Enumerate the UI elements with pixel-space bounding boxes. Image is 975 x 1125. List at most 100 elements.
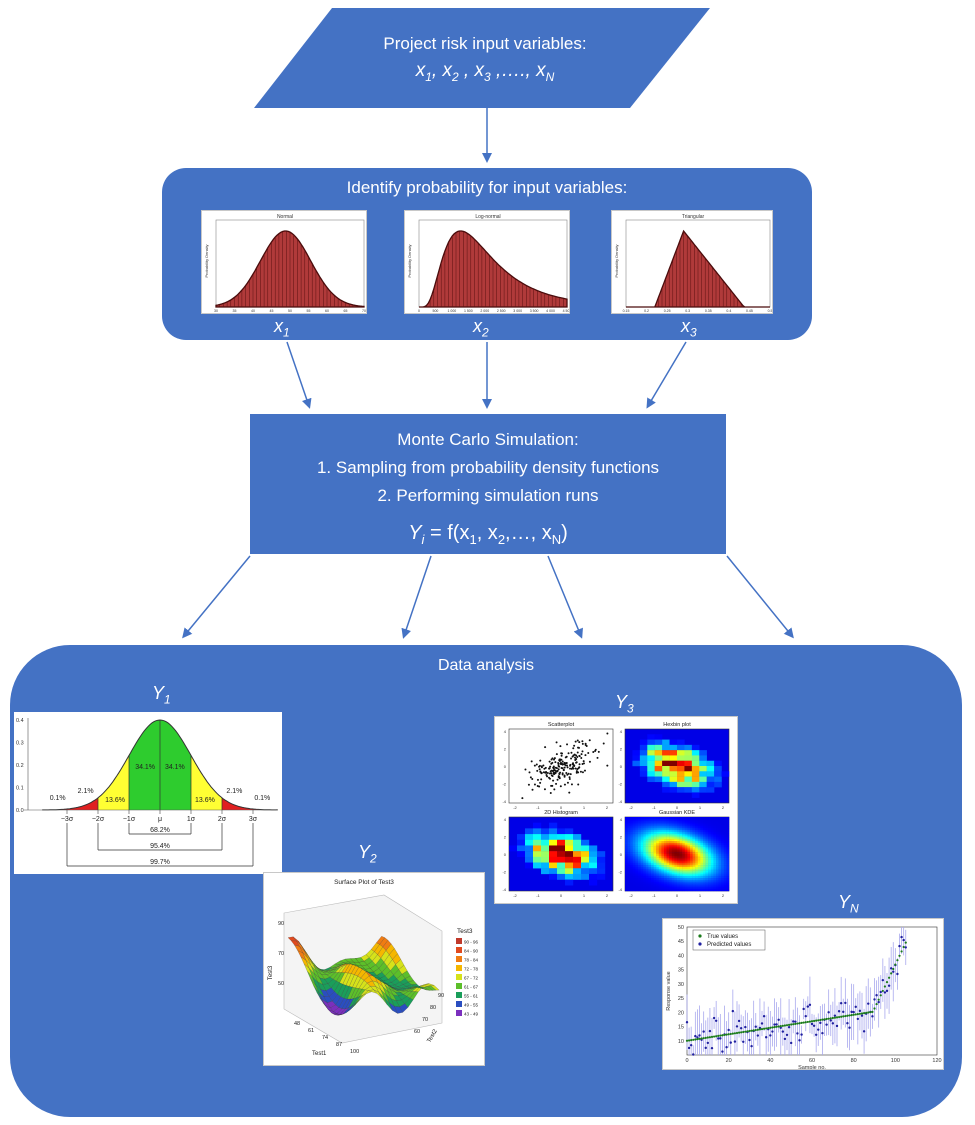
kde-cell <box>716 835 719 838</box>
kde-cell <box>677 872 680 875</box>
pred-point <box>710 1046 714 1050</box>
kde-cell <box>705 885 709 888</box>
kde-cell <box>640 881 644 884</box>
thumb-xtick: 1 000 <box>448 309 457 313</box>
bell-bracket-label: 99.7% <box>150 859 170 866</box>
kde-cell <box>682 842 685 845</box>
kde-cell <box>671 866 675 869</box>
kde-cell <box>682 828 685 831</box>
kde-cell <box>645 844 649 847</box>
kde-cell <box>721 852 724 855</box>
kde-cell <box>658 854 662 857</box>
kde-cell <box>726 835 730 838</box>
kde-cell <box>638 887 641 890</box>
kde-cell <box>627 837 631 840</box>
quad-xtick: 0 <box>560 805 563 810</box>
kde-cell <box>718 837 722 840</box>
kde-cell <box>638 842 641 845</box>
kde-cell <box>695 837 698 840</box>
kde-cell <box>653 876 657 879</box>
kde-cell <box>700 848 704 851</box>
kde-cell <box>645 839 649 842</box>
kde-cell <box>716 850 719 853</box>
kde-cell <box>638 831 641 834</box>
kde-cell <box>708 889 711 892</box>
kde-cell <box>684 852 688 855</box>
kde-cell <box>713 865 717 868</box>
scatter-point <box>544 746 547 749</box>
hist-cell <box>581 862 590 869</box>
kde-cell <box>682 848 685 851</box>
kde-cell <box>687 844 691 847</box>
kde-cell <box>632 826 636 829</box>
kde-cell <box>671 855 675 858</box>
kde-cell <box>638 818 641 821</box>
kde-cell <box>723 828 727 831</box>
kde-cell <box>625 857 628 860</box>
kde-cell <box>687 876 691 879</box>
kde-cell <box>679 817 683 820</box>
kde-cell <box>684 833 688 836</box>
hexbin-cell <box>662 755 670 761</box>
kde-cell <box>656 872 659 875</box>
kde-cell <box>627 857 631 860</box>
scatter-point <box>581 771 584 774</box>
kde-cell <box>625 866 628 869</box>
bell-tail-left <box>42 797 98 810</box>
kde-cell <box>632 852 636 855</box>
kde-cell <box>679 859 683 862</box>
kde-cell <box>723 868 727 871</box>
kde-cell <box>656 870 659 873</box>
kde-cell <box>661 883 665 886</box>
kde-cell <box>666 826 670 829</box>
kde-cell <box>708 822 711 825</box>
bell-percent-label: 0.1% <box>254 795 270 802</box>
pred-point <box>817 1028 820 1031</box>
thumb-xtick: 2 500 <box>497 309 506 313</box>
hist-cell <box>573 834 582 840</box>
hexbin-cell <box>677 787 685 793</box>
kde-cell <box>677 826 680 829</box>
scatter-point <box>570 767 573 770</box>
thumb-xtick: 4 000 <box>546 309 555 313</box>
hexbin-cell <box>654 766 663 772</box>
hexbin-cell <box>691 771 700 777</box>
surface-x1label: Test1 <box>312 1051 327 1057</box>
kde-cell <box>661 826 665 829</box>
kde-cell <box>718 829 722 832</box>
thumb-xtick: 40 <box>251 309 255 313</box>
scatter-point <box>563 766 566 769</box>
kde-cell <box>690 824 693 827</box>
kde-cell <box>721 835 724 838</box>
hist-cell <box>589 873 598 880</box>
true-point <box>694 1038 697 1041</box>
kde-cell <box>666 868 670 871</box>
kde-cell <box>638 876 641 879</box>
kde-cell <box>690 855 693 858</box>
hexbin-cell <box>706 781 715 788</box>
kde-cell <box>726 822 730 825</box>
kde-cell <box>723 866 727 869</box>
scatter-point <box>550 769 553 772</box>
kde-cell <box>687 822 691 825</box>
pred-legend-box <box>692 929 766 951</box>
kde-cell <box>713 863 717 866</box>
kde-cell <box>627 822 631 825</box>
kde-cell <box>708 835 711 838</box>
kde-cell <box>645 822 649 825</box>
kde-cell <box>687 829 691 832</box>
scatter-point <box>558 758 561 761</box>
scatter-point <box>568 776 571 779</box>
kde-cell <box>671 883 675 886</box>
pred-point <box>837 1010 841 1013</box>
kde-cell <box>718 831 722 834</box>
kde-cell <box>687 872 691 875</box>
surface-x2tick: 80 <box>430 1005 436 1011</box>
kde-cell <box>679 841 683 844</box>
kde-cell <box>708 876 711 879</box>
true-point <box>885 981 889 984</box>
kde-cell <box>677 881 680 884</box>
kde-cell <box>697 885 701 888</box>
thumb-xtick: 3 500 <box>530 309 539 313</box>
